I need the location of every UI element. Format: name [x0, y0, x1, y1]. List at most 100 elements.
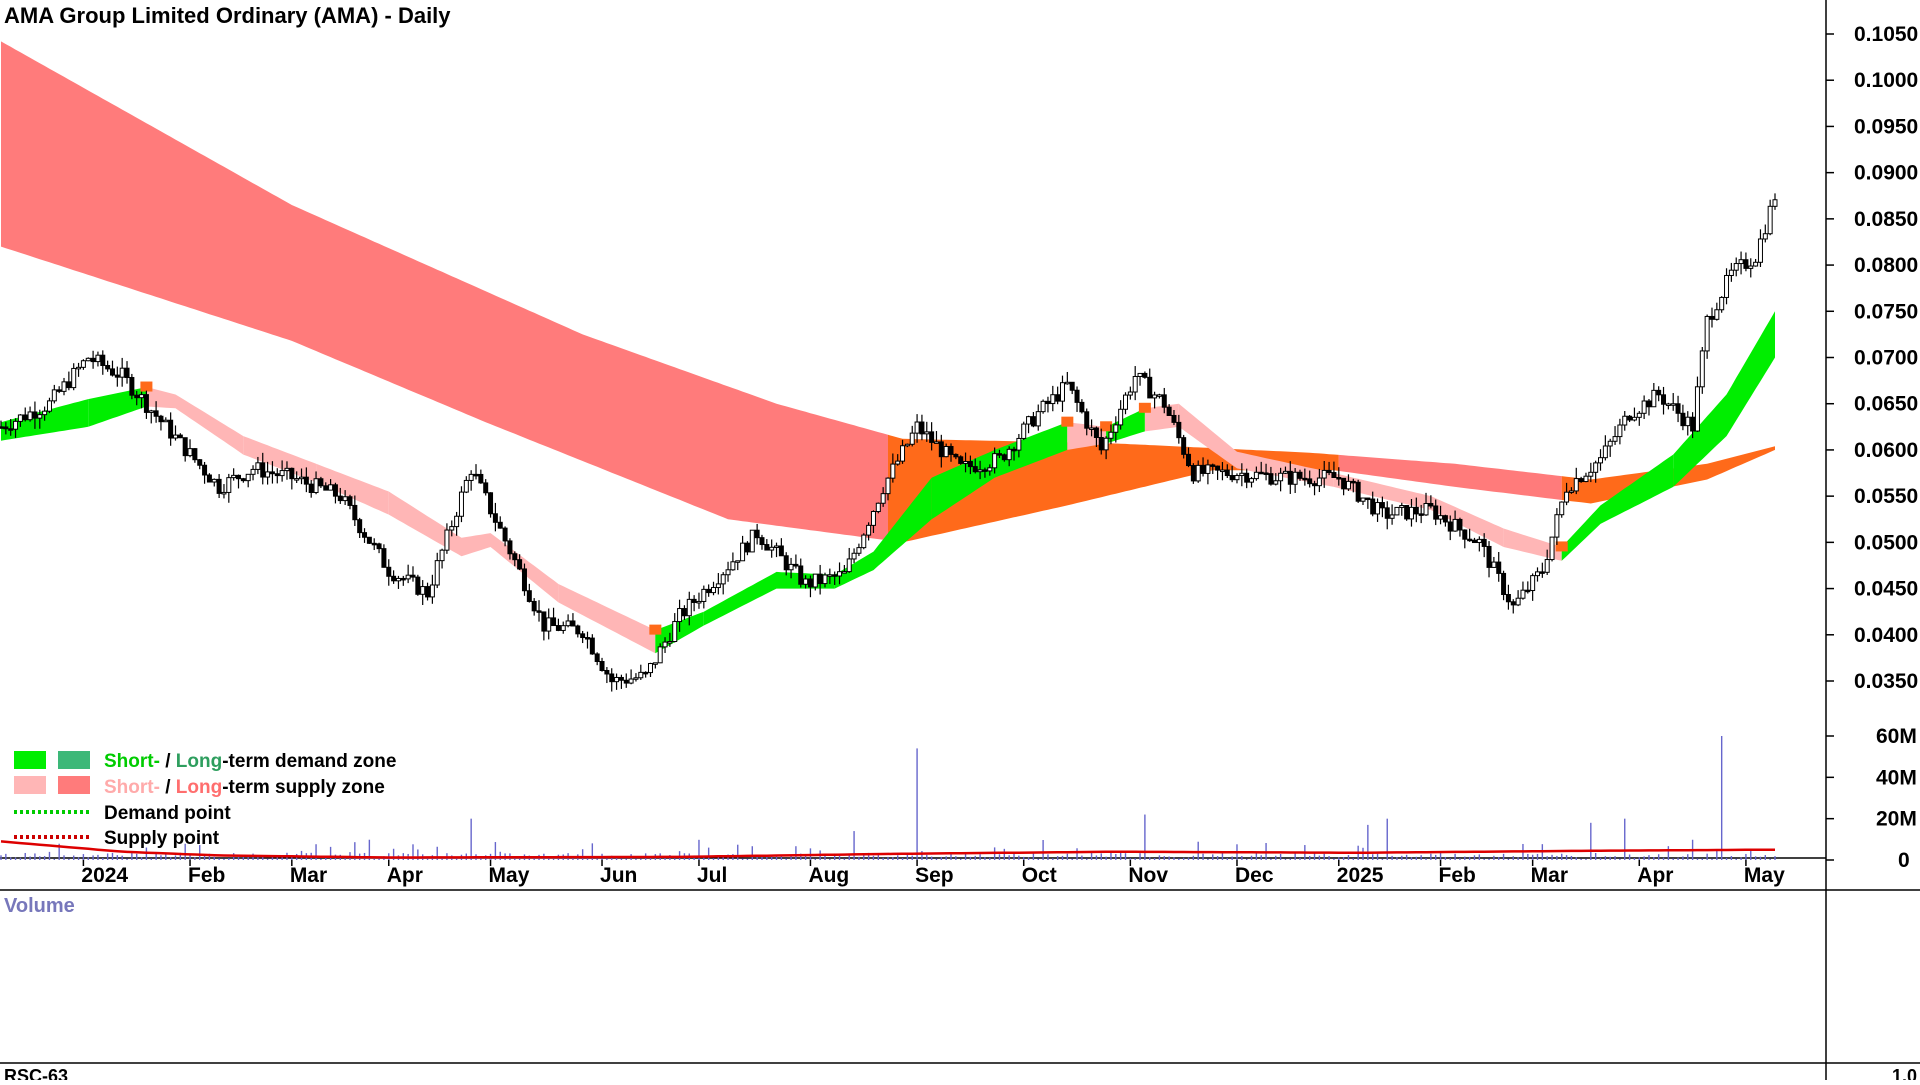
short-term-crossover-marker	[649, 624, 662, 635]
price-bar-body	[546, 617, 552, 632]
price-bar-body	[362, 532, 368, 538]
price-bar-body	[1699, 350, 1705, 388]
short-term-crossover-marker	[1555, 541, 1568, 552]
price-bar-body	[938, 441, 944, 458]
price-bar-body	[366, 536, 372, 544]
price-bar-body	[1297, 471, 1303, 479]
price-bar-body	[555, 625, 561, 631]
legend-short-demand-swatch	[14, 751, 46, 769]
price-bar-body	[337, 495, 343, 502]
short-term-supply-segment	[461, 533, 491, 557]
price-bar-body	[866, 524, 872, 536]
short-term-supply-segment	[243, 436, 317, 483]
y-tick-label: 0.0600	[1854, 439, 1918, 462]
price-bar-body	[672, 621, 678, 643]
price-bar-body	[1418, 513, 1424, 516]
price-bar-body	[1704, 315, 1710, 352]
price-bar-body	[1559, 501, 1565, 516]
price-bar-body	[1520, 589, 1526, 599]
price-bar-body	[1447, 521, 1453, 532]
price-bar-body	[788, 563, 794, 571]
price-bar-body	[473, 473, 479, 477]
price-bar-body	[371, 542, 377, 546]
price-bar-body	[677, 608, 683, 623]
price-bar-body	[967, 461, 973, 468]
price-bar-body	[478, 473, 484, 484]
price-bar-body	[1656, 389, 1662, 396]
price-bar-body	[119, 367, 125, 378]
price-bar-body	[1762, 233, 1768, 240]
price-bar-body	[1084, 411, 1090, 429]
price-bar-body	[1694, 386, 1700, 432]
price-bar-body	[197, 459, 203, 466]
price-bar-body	[1641, 400, 1647, 414]
short-term-demand-segment	[1561, 505, 1601, 561]
price-bar-body	[807, 578, 813, 588]
price-bar-body	[1205, 464, 1211, 474]
price-bar-body	[604, 669, 610, 675]
price-bar-body	[1282, 470, 1288, 474]
price-bar-body	[1186, 453, 1192, 467]
price-bar-body	[1375, 502, 1381, 515]
price-bar-body	[386, 566, 392, 577]
price-bar-body	[1501, 572, 1507, 596]
price-bar-body	[1312, 483, 1318, 487]
price-bar-body	[832, 574, 838, 577]
short-term-supply-segment	[316, 463, 389, 515]
volume-tick-label: 60M	[1876, 725, 1917, 748]
chart-title: AMA Group Limited Ordinary (AMA) - Daily	[4, 3, 451, 28]
volume-average-line	[0, 840, 1775, 859]
price-bar-body	[618, 676, 624, 681]
price-bar-body	[531, 600, 537, 612]
short-term-supply-segment	[146, 387, 176, 409]
price-bar-body	[1709, 315, 1715, 320]
short-term-crossover-marker	[140, 381, 153, 392]
price-bar-body	[105, 364, 111, 370]
legend-short-supply-swatch	[14, 776, 46, 794]
price-bar-body	[1583, 475, 1589, 483]
x-tick-label: Apr	[387, 864, 423, 887]
price-bar-body	[1651, 389, 1657, 408]
price-bar-body	[1496, 561, 1502, 574]
short-term-crossover-marker	[1061, 416, 1074, 427]
price-bar-body	[463, 479, 469, 493]
price-bar-body	[1219, 469, 1225, 473]
price-bar-body	[245, 473, 251, 482]
price-bar-body	[1675, 403, 1681, 414]
price-bar-body	[1423, 502, 1429, 516]
price-bar-body	[1350, 480, 1356, 484]
price-bar-body	[1064, 381, 1070, 385]
price-bar-body	[1389, 514, 1395, 519]
price-bar-body	[1278, 472, 1284, 482]
x-tick-label: Apr	[1637, 864, 1673, 887]
price-bar-body	[890, 463, 896, 479]
price-bar-body	[357, 519, 363, 534]
price-bar-body	[895, 460, 901, 465]
price-bar-body	[1670, 403, 1676, 406]
price-bar-body	[1607, 440, 1613, 447]
price-bar-body	[643, 671, 649, 675]
price-bar-body	[1074, 389, 1080, 403]
price-bar-body	[3, 426, 9, 430]
price-bar-body	[13, 420, 19, 430]
x-tick-label: Nov	[1128, 864, 1168, 887]
price-bar-body	[1103, 437, 1109, 451]
price-bar-body	[609, 673, 615, 683]
price-bar-body	[1123, 394, 1129, 410]
price-bar-body	[517, 559, 523, 570]
price-bar-body	[1152, 394, 1158, 399]
price-bar-body	[740, 542, 746, 562]
price-bar-body	[376, 543, 382, 550]
legend-supply-point-label: Supply point	[104, 828, 220, 849]
legend-demand-point-label: Demand point	[104, 803, 231, 824]
price-bar-body	[1394, 506, 1400, 516]
price-bar-body	[1229, 475, 1235, 481]
short-term-demand-segment	[1673, 394, 1727, 487]
price-bar-body	[226, 477, 232, 493]
price-bar-body	[1476, 538, 1482, 544]
price-bar-body	[76, 366, 82, 370]
price-bar-body	[1171, 414, 1177, 423]
price-bar-body	[1006, 448, 1012, 461]
y-tick-label: 0.0550	[1854, 485, 1918, 508]
price-bar-body	[638, 671, 644, 679]
